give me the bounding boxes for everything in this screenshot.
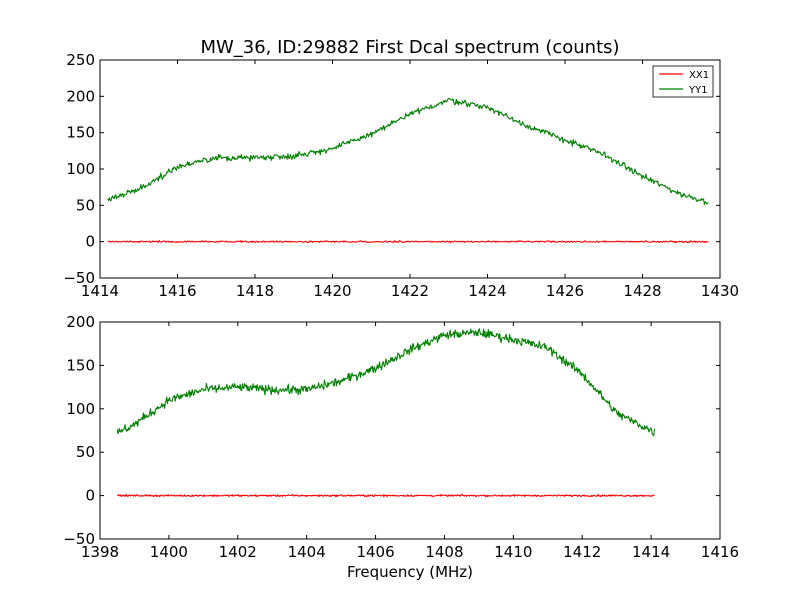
- bottom-xtick-label: 1398: [81, 543, 119, 561]
- top-xtick-label: 1424: [468, 282, 506, 300]
- bottom-series-yy1: [116, 328, 656, 437]
- top-ytick-label: 100: [66, 160, 95, 178]
- bottom-xtick-label: 1406: [356, 543, 394, 561]
- bottom-xtick-label: 1416: [701, 543, 739, 561]
- top-ytick-label: 250: [66, 51, 95, 69]
- top-xtick-label: 1430: [701, 282, 739, 300]
- top-ticks-group: 1414 1416 1418 1420 1422 1424 1426 1428 1430 −50 0…: [63, 51, 739, 300]
- bottom-ytick-label: 200: [66, 313, 95, 331]
- top-xtick-label: 1414: [81, 282, 119, 300]
- top-series-yy1: [107, 97, 709, 205]
- bottom-xtick-label: 1414: [632, 543, 670, 561]
- bottom-ytick-label: 150: [66, 356, 95, 374]
- bottom-ytick-label: 0: [85, 487, 95, 505]
- bottom-xtick-label: 1408: [425, 543, 463, 561]
- top-plot: 1414 1416 1418 1420 1422 1424 1426 1428 1430 −50 0…: [63, 51, 739, 300]
- x-axis-label: Frequency (MHz): [347, 563, 473, 581]
- bottom-plot: 1398 1400 1402 1404 1406 1408 1410 1412 1414 1416…: [63, 313, 739, 581]
- top-ytick-label: 0: [85, 233, 95, 251]
- bottom-xtick-label: 1404: [288, 543, 326, 561]
- top-series-xx1: [107, 240, 709, 244]
- legend-box: [652, 65, 714, 98]
- top-xtick-label: 1422: [391, 282, 429, 300]
- bottom-xtick-label: 1402: [219, 543, 257, 561]
- bottom-ytick-label: 50: [76, 443, 95, 461]
- top-xtick-label: 1426: [546, 282, 584, 300]
- top-ytick-label: 150: [66, 124, 95, 142]
- top-xtick-label: 1420: [313, 282, 351, 300]
- top-xtick-label: 1428: [623, 282, 661, 300]
- bottom-series-xx1: [116, 493, 655, 498]
- legend-label-yy1: YY1: [688, 85, 708, 96]
- bottom-plot-frame: [99, 321, 721, 540]
- top-ytick-label: 200: [66, 87, 95, 105]
- top-ytick-label: −50: [63, 269, 95, 287]
- top-xtick-label: 1418: [236, 282, 274, 300]
- top-xtick-label: 1416: [158, 282, 196, 300]
- top-ytick-label: 50: [76, 196, 95, 214]
- figure-title: MW_36, ID:29882 First Dcal spectrum (cou…: [200, 37, 619, 58]
- bottom-xtick-label: 1412: [563, 543, 601, 561]
- legend-label-xx1: XX1: [689, 70, 709, 81]
- bottom-xtick-label: 1400: [150, 543, 188, 561]
- top-series-group: [107, 97, 709, 244]
- bottom-ytick-label: 100: [66, 400, 95, 418]
- bottom-ticks-group: 1398 1400 1402 1404 1406 1408 1410 1412 1414 1416…: [63, 313, 739, 561]
- bottom-xtick-label: 1410: [494, 543, 532, 561]
- top-legend: XX1 YY1: [652, 65, 714, 98]
- bottom-ytick-label: −50: [63, 530, 95, 548]
- bottom-series-group: [116, 328, 656, 498]
